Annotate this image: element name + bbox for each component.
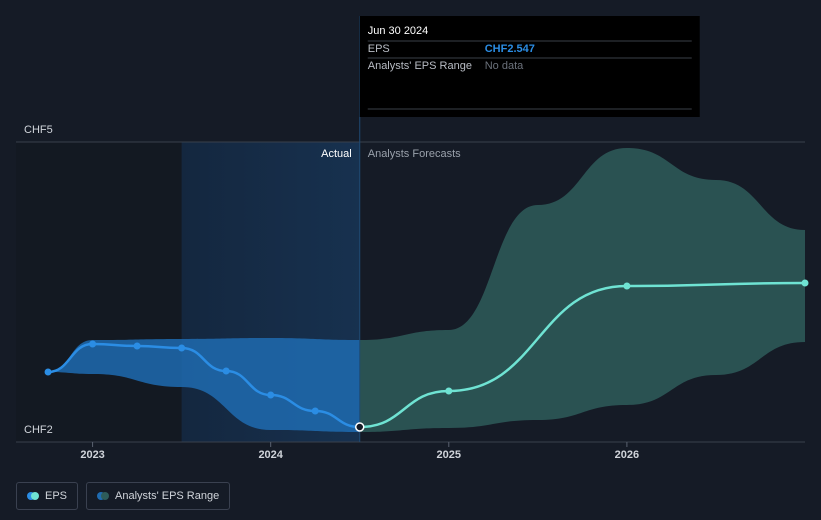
actual-label: Actual <box>321 148 352 160</box>
tooltip-box <box>359 16 700 117</box>
eps-point <box>354 422 365 432</box>
eps-point <box>133 342 141 350</box>
tooltip-label: EPS <box>368 43 390 55</box>
forecast-label: Analysts Forecasts <box>368 148 461 160</box>
eps-point <box>89 340 97 348</box>
chart: CHF2 CHF5 2023 2024 2025 2026 Actual Analysts F… <box>16 16 809 461</box>
eps-point <box>267 391 275 399</box>
actual-range-area <box>48 338 360 432</box>
tooltip: Jun 30 2024 EPS CHF2.547 Analysts' EPS Rang… <box>359 16 700 117</box>
eps-point <box>311 407 319 415</box>
legend-range[interactable]: Analysts' EPS Range <box>86 482 231 510</box>
forecast-range-area <box>359 148 805 432</box>
eps-point <box>178 344 186 352</box>
legend-label: Analysts' EPS Range <box>115 490 220 502</box>
tooltip-value: No data <box>485 60 524 72</box>
x-tick-label: 2026 <box>615 449 639 461</box>
legend-label: EPS <box>45 490 68 502</box>
past-region <box>16 142 182 442</box>
eps-point <box>445 387 453 395</box>
tooltip-value: CHF2.547 <box>485 43 535 55</box>
eps-point <box>222 367 230 375</box>
eps-point <box>44 368 52 376</box>
legend-eps[interactable]: EPS <box>16 482 79 510</box>
eps-point <box>623 282 631 290</box>
legend: EPS Analysts' EPS Range <box>16 482 231 510</box>
x-tick-label: 2024 <box>258 449 283 461</box>
eps-point <box>801 279 809 287</box>
x-tick-label: 2023 <box>80 449 104 461</box>
eps-forecast-line <box>359 281 806 429</box>
x-tick-label: 2025 <box>437 449 461 461</box>
tooltip-label: Analysts' EPS Range <box>368 60 472 72</box>
y-tick-label: CHF2 <box>24 424 53 436</box>
tooltip-date: Jun 30 2024 <box>368 25 429 37</box>
y-tick-label: CHF5 <box>24 124 53 136</box>
